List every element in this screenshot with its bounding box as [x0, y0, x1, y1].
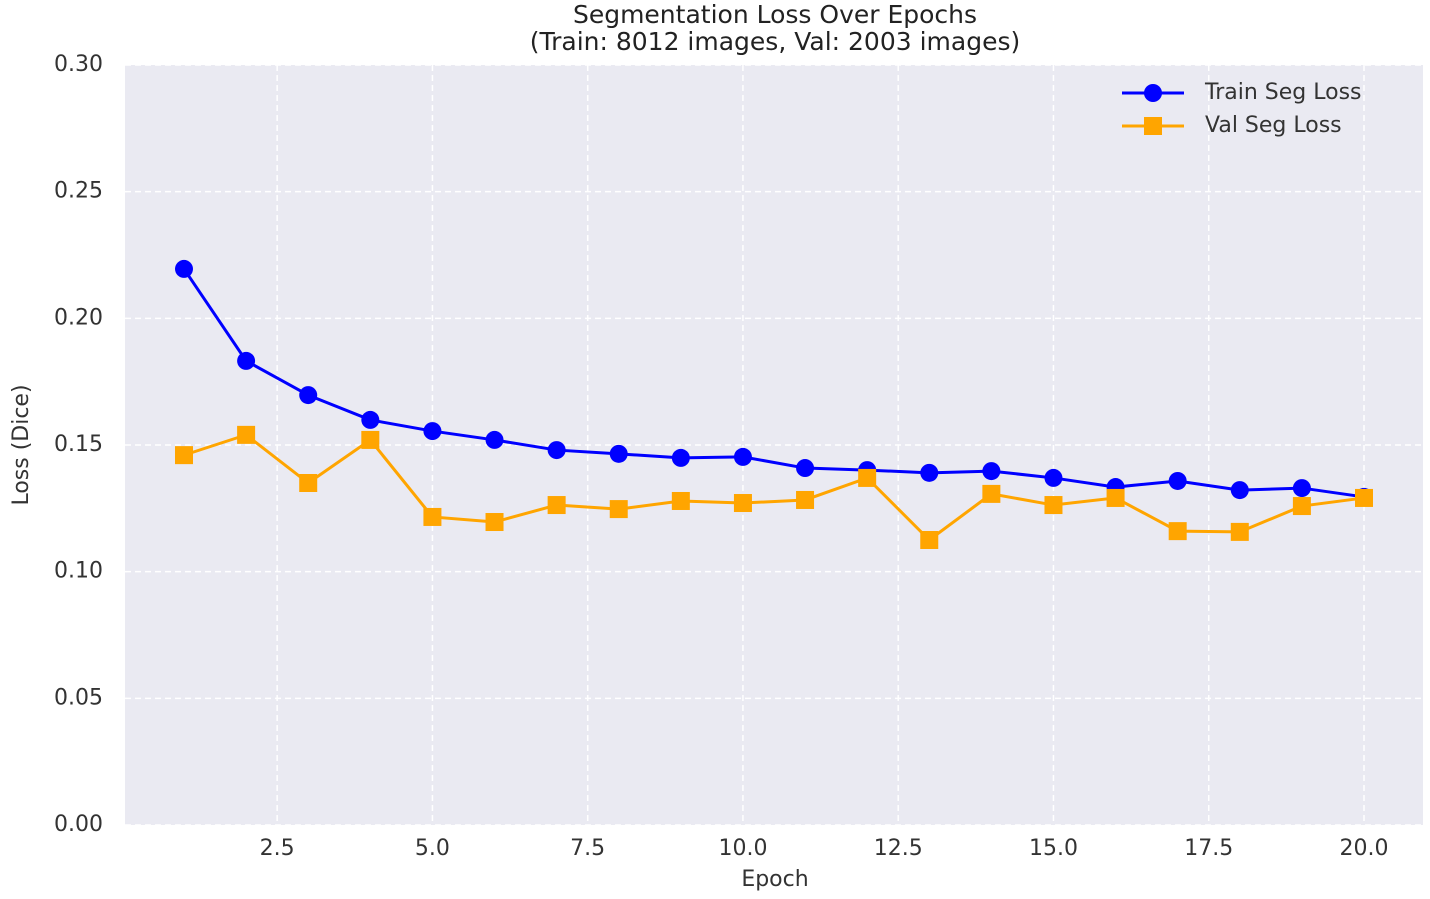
y-tick-label: 0.20 [54, 305, 103, 330]
x-tick-label: 5.0 [415, 836, 450, 861]
data-point [423, 507, 442, 526]
data-point [733, 494, 752, 513]
y-axis-label: Loss (Dice) [9, 384, 34, 505]
data-point [671, 491, 690, 510]
data-point [175, 446, 193, 465]
x-tick-label: 17.5 [1184, 836, 1233, 861]
data-point [920, 463, 939, 482]
data-point [609, 444, 628, 463]
data-point [982, 484, 1001, 503]
data-point [796, 490, 815, 509]
data-point [175, 259, 193, 278]
data-point [1355, 488, 1373, 507]
data-point [237, 425, 256, 444]
data-point [361, 430, 380, 449]
data-point [423, 422, 442, 441]
data-point [361, 410, 380, 429]
data-point [485, 430, 504, 449]
data-point [982, 462, 1001, 481]
x-tick-label: 7.5 [570, 836, 605, 861]
chart-title: Segmentation Loss Over Epochs [573, 0, 977, 29]
y-tick-label: 0.25 [54, 179, 103, 204]
legend-label: Train Seg Loss [1204, 80, 1362, 105]
x-tick-label: 10.0 [718, 836, 767, 861]
data-point [1292, 479, 1311, 498]
y-tick-label: 0.00 [54, 812, 103, 837]
data-point [733, 447, 752, 466]
legend-label: Val Seg Loss [1205, 113, 1342, 138]
data-point [796, 459, 815, 478]
data-point [1168, 471, 1187, 490]
y-tick-label: 0.10 [54, 559, 103, 584]
data-point [1230, 481, 1249, 500]
x-axis-label: Epoch [741, 867, 808, 892]
data-point [237, 351, 256, 370]
series-line [182, 268, 1365, 499]
data-point [1044, 468, 1063, 487]
y-tick-label: 0.15 [54, 432, 103, 457]
y-tick-label: 0.30 [54, 52, 103, 77]
data-point [299, 386, 318, 405]
legend-marker [1144, 84, 1162, 102]
data-point [1106, 488, 1125, 507]
x-tick-label: 15.0 [1029, 836, 1078, 861]
data-point [547, 496, 566, 515]
legend-marker [1144, 117, 1162, 135]
x-tick-label: 2.5 [260, 836, 295, 861]
x-tick-label: 12.5 [874, 836, 923, 861]
data-point [1230, 522, 1249, 541]
data-point [609, 500, 628, 519]
x-tick-label: 20.0 [1340, 836, 1389, 861]
y-tick-label: 0.05 [54, 685, 103, 710]
data-point [485, 513, 504, 532]
chart-subtitle: (Train: 8012 images, Val: 2003 images) [530, 27, 1020, 56]
data-point [920, 531, 939, 549]
data-point [1044, 496, 1063, 515]
data-point [1168, 522, 1187, 541]
data-point [1292, 497, 1311, 516]
data-point [671, 448, 690, 467]
data-point [299, 474, 318, 492]
data-point [858, 468, 877, 487]
series-line [183, 433, 1365, 542]
data-point [547, 441, 566, 460]
